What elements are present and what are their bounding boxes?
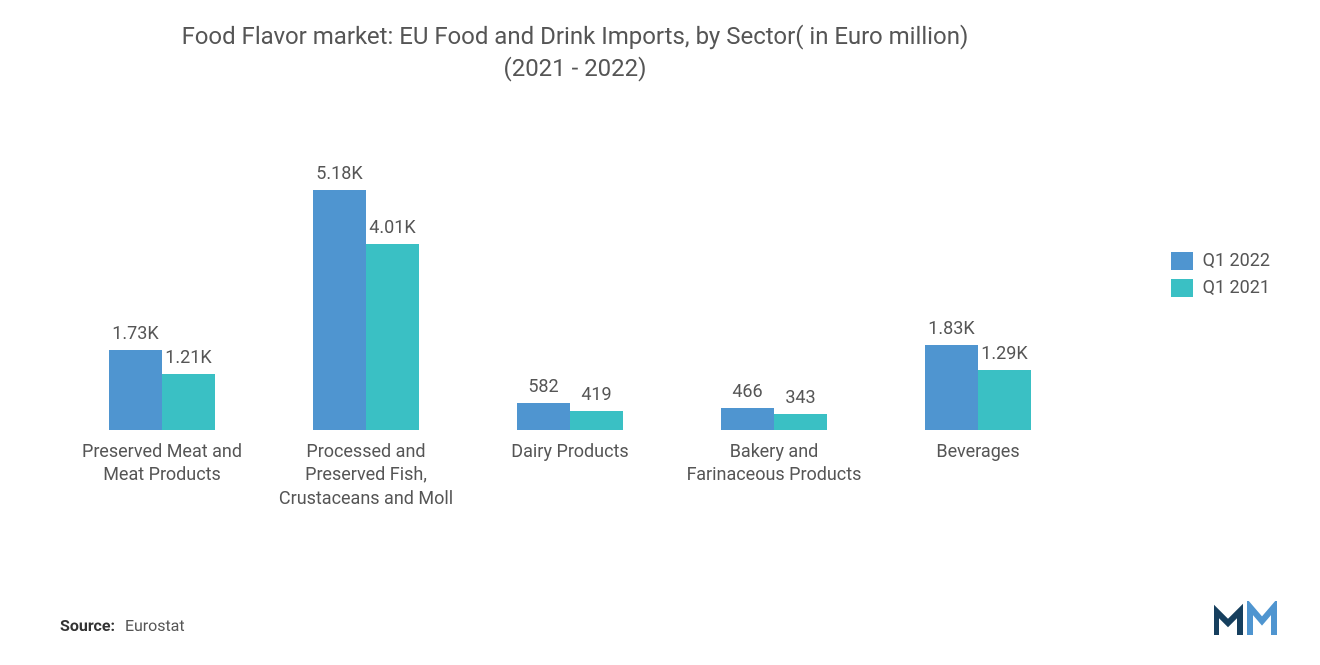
- bar-value-label: 466: [732, 381, 762, 402]
- category-label: Dairy Products: [480, 440, 660, 463]
- category-group: 1.73K1.21KPreserved Meat and Meat Produc…: [60, 160, 264, 430]
- bar-value-label: 582: [528, 376, 558, 397]
- bar-value-label: 1.83K: [928, 318, 974, 339]
- source-value: Eurostat: [125, 616, 185, 635]
- bar-value-label: 343: [785, 387, 815, 408]
- bar: [774, 414, 827, 430]
- bar-pair: 466 343: [721, 160, 827, 430]
- bar-value-label: 1.29K: [981, 343, 1027, 364]
- bar: [721, 408, 774, 430]
- legend-label: Q1 2022: [1203, 250, 1270, 271]
- bar-value-label: 419: [581, 384, 611, 405]
- category-group: 466343Bakery and Farinaceous Products: [672, 160, 876, 430]
- bar-wrap: 1.21K: [162, 160, 215, 430]
- category-group: 5.18K4.01KProcessed and Preserved Fish, …: [264, 160, 468, 430]
- bar-pair: 582 419: [517, 160, 623, 430]
- source-label: Source:: [60, 616, 115, 635]
- bar-value-label: 4.01K: [369, 217, 415, 238]
- bar-value-label: 1.73K: [112, 323, 158, 344]
- bar-wrap: 582: [517, 160, 570, 430]
- bar-pair: 1.83K 1.29K: [925, 160, 1031, 430]
- bar: [313, 190, 366, 430]
- bar-value-label: 5.18K: [316, 163, 362, 184]
- bar-wrap: 1.73K: [109, 160, 162, 430]
- bar-wrap: 466: [721, 160, 774, 430]
- bar-wrap: 343: [774, 160, 827, 430]
- bar-wrap: 4.01K: [366, 160, 419, 430]
- legend-item: Q1 2021: [1171, 277, 1270, 298]
- bar: [978, 370, 1031, 430]
- bar: [517, 403, 570, 430]
- bar: [109, 350, 162, 430]
- category-label: Beverages: [888, 440, 1068, 463]
- category-group: 582419Dairy Products: [468, 160, 672, 430]
- bar: [570, 411, 623, 430]
- bar-pair: 5.18K 4.01K: [313, 160, 419, 430]
- bar-pair: 1.73K 1.21K: [109, 160, 215, 430]
- chart-title: Food Flavor market: EU Food and Drink Im…: [0, 20, 1150, 85]
- legend-item: Q1 2022: [1171, 250, 1270, 271]
- bar: [925, 345, 978, 430]
- legend-label: Q1 2021: [1203, 277, 1270, 298]
- bar-value-label: 1.21K: [165, 347, 211, 368]
- bar-wrap: 1.29K: [978, 160, 1031, 430]
- bar-wrap: 5.18K: [313, 160, 366, 430]
- bar-wrap: 1.83K: [925, 160, 978, 430]
- legend: Q1 2022 Q1 2021: [1171, 250, 1270, 304]
- bar: [162, 374, 215, 430]
- bar: [366, 244, 419, 430]
- category-label: Processed and Preserved Fish, Crustacean…: [276, 440, 456, 510]
- category-label: Preserved Meat and Meat Products: [72, 440, 252, 487]
- brand-logo-icon: [1214, 601, 1280, 645]
- legend-swatch-icon: [1171, 252, 1193, 270]
- bar-wrap: 419: [570, 160, 623, 430]
- source-attribution: Source: Eurostat: [60, 616, 185, 635]
- chart-title-line1: Food Flavor market: EU Food and Drink Im…: [182, 22, 969, 50]
- category-label: Bakery and Farinaceous Products: [684, 440, 864, 487]
- legend-swatch-icon: [1171, 279, 1193, 297]
- plot-area: 1.73K1.21KPreserved Meat and Meat Produc…: [60, 160, 1080, 430]
- chart-title-line2: (2021 - 2022): [503, 54, 646, 82]
- category-group: 1.83K1.29KBeverages: [876, 160, 1080, 430]
